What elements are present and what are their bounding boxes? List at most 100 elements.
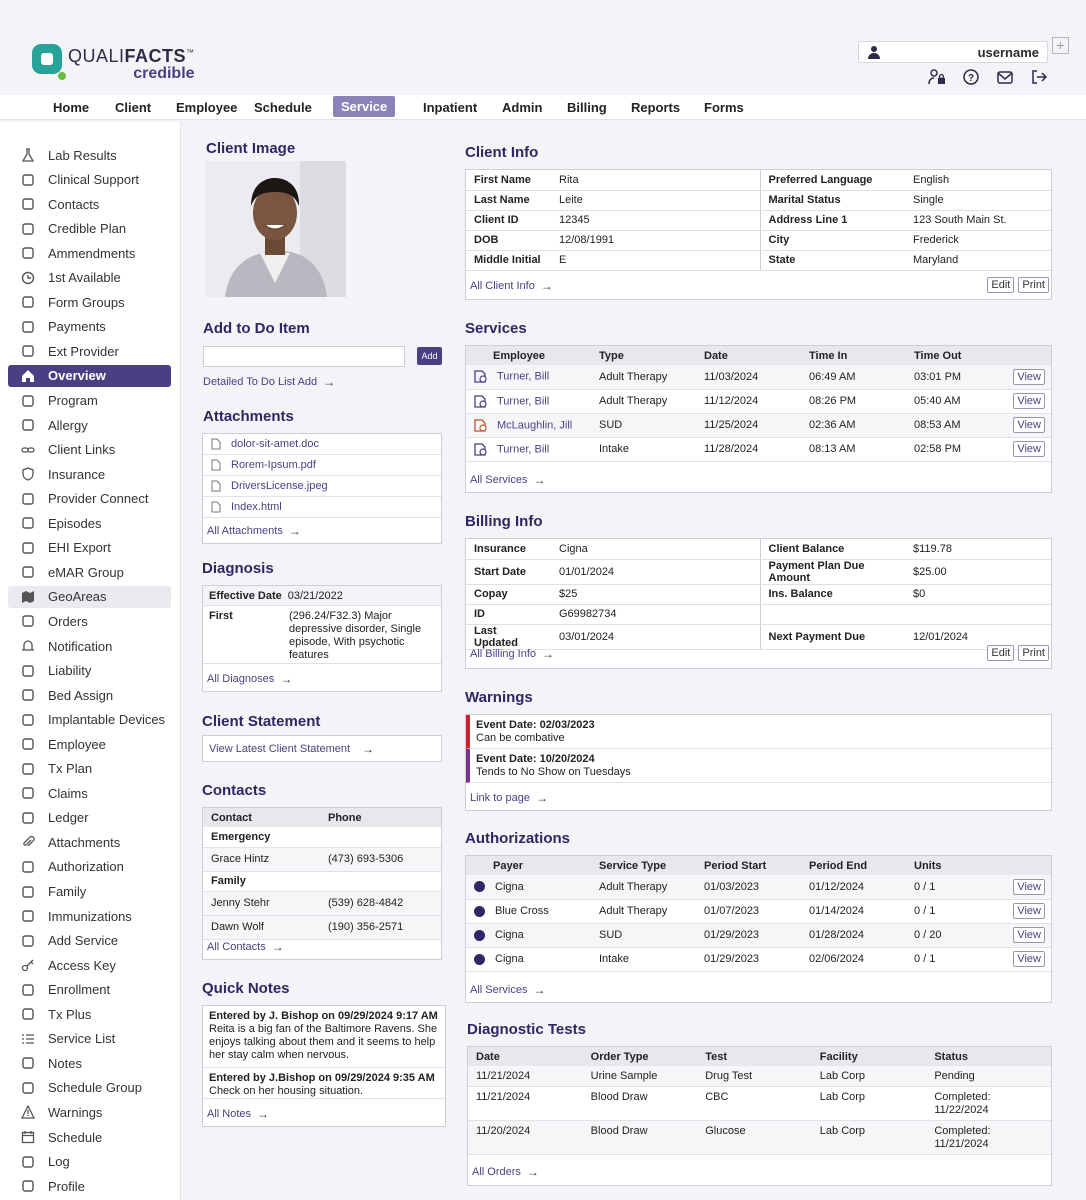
- nav-forms[interactable]: Forms: [704, 100, 744, 115]
- view-button[interactable]: View: [1013, 368, 1045, 385]
- sidebar-item-log[interactable]: Log: [8, 1151, 171, 1173]
- sidebar-item-lab-results[interactable]: Lab Results: [8, 144, 171, 166]
- sidebar-item-label: Schedule: [48, 1129, 103, 1145]
- auth-actions: View: [991, 875, 1051, 900]
- nav-admin[interactable]: Admin: [502, 100, 543, 115]
- user-settings-icon[interactable]: [928, 68, 946, 86]
- sidebar-item-tx-plus[interactable]: Tx Plus: [8, 1003, 171, 1025]
- sidebar-item-add-service[interactable]: Add Service: [8, 930, 171, 952]
- edit-button[interactable]: Edit: [987, 277, 1015, 293]
- nav-home[interactable]: Home: [53, 100, 90, 115]
- all-attachments-link[interactable]: All Attachments →: [207, 524, 301, 538]
- view-button[interactable]: View: [1013, 393, 1045, 409]
- sidebar-item-program[interactable]: Program: [8, 390, 171, 412]
- view-client-statement-link[interactable]: View Latest Client Statement →: [209, 742, 374, 756]
- sidebar-item-allergy[interactable]: Allergy: [8, 414, 171, 436]
- mail-icon[interactable]: [996, 68, 1014, 86]
- sidebar-item-contacts[interactable]: Contacts: [8, 193, 171, 215]
- nav-schedule[interactable]: Schedule: [254, 100, 312, 115]
- service-employee-link[interactable]: McLaughlin, Jill: [497, 418, 573, 431]
- attachment-item[interactable]: dolor-sit-amet.doc: [203, 434, 441, 455]
- diagnosis-first-row: First (296.24/F32.3) Major depressive di…: [203, 606, 441, 664]
- attachment-item[interactable]: Index.html: [203, 497, 441, 518]
- sidebar-item-bed-assign[interactable]: Bed Assign: [8, 684, 171, 706]
- nav-inpatient[interactable]: Inpatient: [423, 100, 478, 115]
- sidebar-item-episodes[interactable]: Episodes: [8, 512, 171, 534]
- todo-input[interactable]: [203, 346, 405, 367]
- view-button[interactable]: View: [1013, 878, 1045, 895]
- sidebar-item-liability[interactable]: Liability: [8, 660, 171, 682]
- service-employee-link[interactable]: Turner, Bill: [497, 394, 550, 407]
- sidebar-item-ledger[interactable]: Ledger: [8, 807, 171, 829]
- nav-reports[interactable]: Reports: [631, 100, 681, 115]
- sidebar-item-label: Notes: [48, 1055, 82, 1071]
- link-to-page[interactable]: Link to page →: [470, 791, 548, 805]
- sidebar-item-orders[interactable]: Orders: [8, 610, 171, 632]
- all-services-link[interactable]: All Services →: [470, 473, 545, 487]
- sidebar-item-provider-connect[interactable]: Provider Connect: [8, 488, 171, 510]
- nav-billing[interactable]: Billing: [567, 100, 607, 115]
- view-button[interactable]: View: [1013, 903, 1045, 919]
- service-employee-link[interactable]: Turner, Bill: [497, 370, 550, 383]
- todo-add-button[interactable]: Add: [417, 347, 442, 365]
- view-button[interactable]: View: [1013, 417, 1045, 433]
- nav-client[interactable]: Client: [115, 100, 152, 115]
- attachment-item[interactable]: DriversLicense.jpeg: [203, 476, 441, 497]
- auth-actions: View: [991, 947, 1051, 972]
- sidebar-item-clinical-support[interactable]: Clinical Support: [8, 169, 171, 191]
- sidebar-item-attachments[interactable]: Attachments: [8, 831, 171, 853]
- add-widget-button[interactable]: +: [1052, 37, 1069, 54]
- sidebar-item-access-key[interactable]: Access Key: [8, 954, 171, 976]
- all-orders-link[interactable]: All Orders →: [472, 1165, 539, 1179]
- sidebar-item-immunizations[interactable]: Immunizations: [8, 905, 171, 927]
- all-billing-info-link[interactable]: All Billing Info →: [470, 647, 554, 661]
- sidebar-item-form-groups[interactable]: Form Groups: [8, 291, 171, 313]
- sidebar-item-implantable-devices[interactable]: Implantable Devices: [8, 709, 171, 731]
- sidebar-item-payments[interactable]: Payments: [8, 316, 171, 338]
- sidebar-item-notification[interactable]: Notification: [8, 635, 171, 657]
- sidebar-item-1st-available[interactable]: 1st Available: [8, 267, 171, 289]
- sidebar-item-credible-plan[interactable]: Credible Plan: [8, 218, 171, 240]
- detailed-todo-link[interactable]: Detailed To Do List Add →: [203, 375, 335, 389]
- edit-button[interactable]: Edit: [987, 645, 1015, 661]
- logout-icon[interactable]: [1030, 68, 1048, 86]
- sidebar-item-claims[interactable]: Claims: [8, 782, 171, 804]
- all-authorizations-link[interactable]: All Services →: [470, 983, 545, 997]
- print-button[interactable]: Print: [1018, 645, 1049, 661]
- sidebar-item-ext-provider[interactable]: Ext Provider: [8, 340, 171, 362]
- attachment-item[interactable]: Rorem-Ipsum.pdf: [203, 455, 441, 476]
- all-notes-link[interactable]: All Notes →: [207, 1107, 269, 1121]
- all-contacts-link[interactable]: All Contacts →: [207, 940, 284, 954]
- sidebar-item-overview[interactable]: Overview: [8, 364, 171, 387]
- sidebar-item-authorization[interactable]: Authorization: [8, 856, 171, 878]
- test-order: Blood Draw: [582, 1086, 698, 1121]
- view-button[interactable]: View: [1013, 951, 1045, 967]
- service-employee-link[interactable]: Turner, Bill: [497, 442, 550, 455]
- sidebar-item-warnings[interactable]: Warnings: [8, 1101, 171, 1123]
- user-menu[interactable]: username: [858, 41, 1048, 63]
- sidebar-item-profile[interactable]: Profile: [8, 1175, 171, 1197]
- sidebar-item-ammendments[interactable]: Ammendments: [8, 242, 171, 264]
- sidebar-item-ehi-export[interactable]: EHI Export: [8, 537, 171, 559]
- sidebar-item-geoareas[interactable]: GeoAreas: [8, 585, 171, 608]
- all-client-info-link[interactable]: All Client Info →: [470, 279, 553, 293]
- sidebar-item-enrollment[interactable]: Enrollment: [8, 979, 171, 1001]
- sidebar-item-family[interactable]: Family: [8, 881, 171, 903]
- sidebar-item-insurance[interactable]: Insurance: [8, 463, 171, 485]
- print-button[interactable]: Print: [1018, 277, 1049, 293]
- nav-service[interactable]: Service: [333, 96, 396, 117]
- sidebar-item-emar-group[interactable]: eMAR Group: [8, 561, 171, 583]
- sidebar-item-client-links[interactable]: Client Links: [8, 439, 171, 461]
- sidebar-item-notes[interactable]: Notes: [8, 1052, 171, 1074]
- sidebar-item-employee[interactable]: Employee: [8, 733, 171, 755]
- nav-employee[interactable]: Employee: [176, 100, 238, 115]
- view-button[interactable]: View: [1013, 441, 1045, 457]
- help-icon[interactable]: ?: [962, 68, 980, 86]
- sidebar-item-schedule[interactable]: Schedule: [8, 1126, 171, 1148]
- sidebar-item-schedule-group[interactable]: Schedule Group: [8, 1077, 171, 1099]
- sidebar-item-tx-plan[interactable]: Tx Plan: [8, 758, 171, 780]
- sidebar-item-service-list[interactable]: Service List: [8, 1028, 171, 1050]
- all-diagnoses-link[interactable]: All Diagnoses →: [207, 672, 292, 686]
- view-button[interactable]: View: [1013, 927, 1045, 943]
- all-orders-link-label: All Orders: [472, 1166, 521, 1178]
